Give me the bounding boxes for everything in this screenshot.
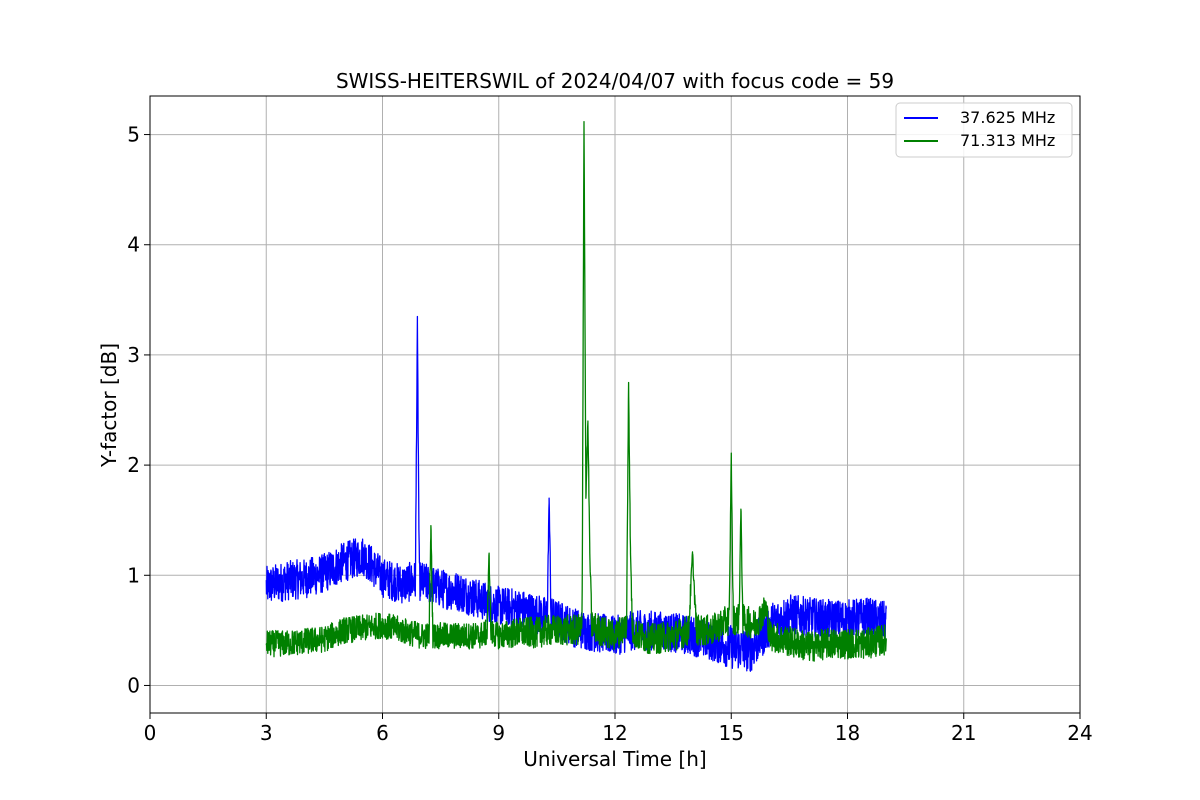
x-tick-label: 21 [951, 721, 976, 745]
x-tick-label: 12 [602, 721, 627, 745]
legend-label: 37.625 MHz [960, 108, 1055, 127]
x-tick-label: 18 [835, 721, 860, 745]
legend: 37.625 MHz 71.313 MHz [895, 102, 1073, 158]
y-tick-label: 2 [127, 453, 140, 477]
x-axis-label: Universal Time [h] [523, 747, 706, 771]
x-tick-label: 9 [492, 721, 505, 745]
series-line-71-313-mhz [265, 120, 887, 662]
x-tick-label: 24 [1067, 721, 1092, 745]
legend-box [895, 102, 1073, 158]
x-tick-label: 15 [719, 721, 744, 745]
y-tick-label: 3 [127, 343, 140, 367]
x-tick-label: 3 [260, 721, 273, 745]
legend-label: 71.313 MHz [960, 131, 1055, 150]
y-axis: 0 1 2 3 4 5 [127, 123, 150, 697]
y-tick-label: 5 [127, 123, 140, 147]
x-tick-label: 0 [144, 721, 157, 745]
y-tick-label: 0 [127, 673, 140, 697]
x-axis: 0 3 6 9 12 15 18 21 24 [144, 713, 1093, 745]
y-tick-label: 4 [127, 233, 140, 257]
x-tick-label: 6 [376, 721, 389, 745]
series-layer [265, 120, 887, 672]
y-tick-label: 1 [127, 563, 140, 587]
y-axis-label: Y-factor [dB] [97, 343, 121, 468]
chart-title: SWISS-HEITERSWIL of 2024/04/07 with focu… [336, 69, 894, 93]
